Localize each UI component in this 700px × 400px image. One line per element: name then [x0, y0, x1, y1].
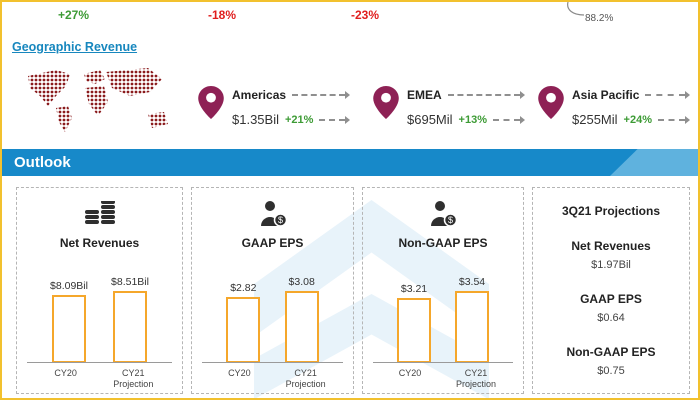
location-pin-icon	[198, 86, 224, 119]
location-pin-icon	[373, 86, 399, 119]
projection-value: $1.97Bil	[591, 259, 631, 271]
projection-item: Net Revenues $1.97Bil	[571, 239, 650, 271]
projections-title: 3Q21 Projections	[561, 204, 661, 218]
coin-stack-icon	[83, 198, 117, 230]
dashed-arrow	[447, 91, 525, 99]
region-value: $695Mil	[407, 112, 453, 127]
bar-value-label: $3.54	[458, 276, 486, 288]
region-name: EMEA	[407, 88, 442, 102]
bar-value-label: $8.51Bil	[111, 276, 149, 288]
world-map	[28, 68, 168, 132]
chart-baseline	[27, 362, 172, 363]
bar-cy20	[52, 295, 86, 363]
projection-label: Net Revenues	[571, 239, 651, 253]
region-change: +21%	[284, 113, 314, 126]
metric-change-3: -23%	[351, 8, 380, 22]
region-value: $255Mil	[572, 112, 618, 127]
geographic-revenue-title: Geographic Revenue	[12, 40, 138, 54]
gauge-pointer-line	[567, 2, 585, 16]
x-axis-label: CY21 Projection	[455, 367, 497, 389]
svg-text:$: $	[277, 215, 282, 225]
bar-value-label: $2.82	[230, 282, 257, 294]
dashed-arrow	[292, 91, 350, 99]
region-name: Asia Pacific	[572, 88, 640, 102]
bar-cy21	[455, 291, 489, 363]
projections-panel: 3Q21 Projections Net Revenues $1.97Bil G…	[532, 187, 690, 394]
projection-value: $0.64	[597, 312, 625, 324]
panel-title: Net Revenues	[59, 236, 140, 250]
non-gaap-eps-panel: $ Non-GAAP EPS $3.21 $3.54 CY20 CY21 Pro…	[362, 187, 524, 394]
person-dollar-icon: $	[428, 198, 458, 230]
x-axis-label: CY20	[228, 367, 251, 378]
dashed-arrow	[319, 115, 350, 124]
banner-tail-shape	[610, 149, 698, 176]
x-axis-label: CY21 Projection	[113, 367, 154, 389]
bar-value-label: $3.21	[400, 283, 428, 295]
dashed-arrow	[657, 115, 690, 124]
panel-title: GAAP EPS	[241, 236, 304, 250]
projection-value: $0.75	[597, 365, 625, 377]
metric-change-1: +27%	[58, 8, 90, 22]
bar-chart: $3.21 $3.54 CY20 CY21 Projection	[363, 250, 523, 393]
region-change: +13%	[458, 113, 487, 126]
gaap-eps-panel: $ GAAP EPS $2.82 $3.08 CY20 CY21 Project…	[191, 187, 354, 394]
region-change: +24%	[623, 113, 652, 126]
region-card-asia-pacific: Asia Pacific $255Mil +24%	[538, 86, 690, 127]
bar-cy20	[226, 297, 261, 363]
bar-cy20	[397, 298, 431, 363]
chart-baseline	[373, 362, 513, 363]
gauge-value: 88.2%	[585, 13, 614, 24]
x-axis-label: CY21 Projection	[285, 367, 326, 389]
region-card-americas: Americas $1.35Bil +21%	[198, 86, 350, 127]
outlook-banner: Outlook	[2, 149, 698, 176]
svg-text:$: $	[448, 215, 453, 225]
projection-label: GAAP EPS	[580, 292, 642, 306]
x-axis-label: CY20	[54, 367, 77, 378]
x-axis-label: CY20	[398, 367, 422, 378]
bar-cy21	[284, 291, 319, 363]
dashed-arrow	[645, 91, 690, 99]
bar-value-label: $8.09Bil	[50, 280, 88, 292]
region-value: $1.35Bil	[232, 112, 279, 127]
bar-chart: $2.82 $3.08 CY20 CY21 Projection	[192, 250, 353, 393]
projection-item: Non-GAAP EPS $0.75	[566, 345, 655, 377]
chart-baseline	[202, 362, 343, 363]
bar-cy21	[112, 291, 147, 363]
region-card-emea: EMEA $695Mil +13%	[373, 86, 525, 127]
location-pin-icon	[538, 86, 564, 119]
projection-item: GAAP EPS $0.64	[580, 292, 642, 324]
bar-chart: $8.09Bil $8.51Bil CY20 CY21 Projection	[17, 250, 182, 393]
projection-label: Non-GAAP EPS	[566, 345, 656, 359]
dashed-arrow	[492, 115, 525, 124]
metric-change-2: -18%	[208, 8, 237, 22]
panel-title: Non-GAAP EPS	[398, 236, 488, 250]
bar-value-label: $3.08	[288, 276, 315, 288]
region-name: Americas	[232, 88, 287, 102]
outlook-title: Outlook	[14, 154, 71, 171]
net-revenues-panel: Net Revenues $8.09Bil $8.51Bil CY20 CY21…	[16, 187, 183, 394]
person-dollar-icon: $	[258, 198, 288, 230]
